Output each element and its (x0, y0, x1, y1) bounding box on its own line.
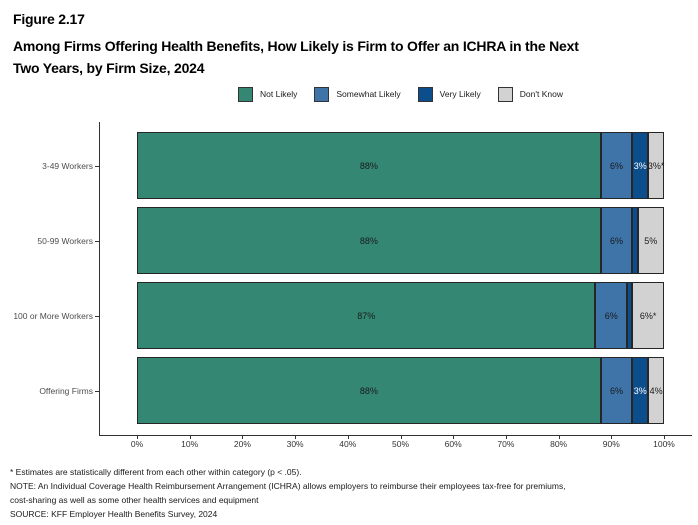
legend-item: Somewhat Likely (314, 86, 401, 102)
x-axis-tick (137, 435, 138, 439)
y-axis-tick (95, 390, 99, 392)
x-tick-label: 100% (653, 439, 675, 449)
bar-segment-don-t-know: 4% (648, 357, 664, 424)
bar-row: 88% 6% 3% 3%* (137, 132, 664, 199)
bar-segment-label: 6% (610, 235, 624, 246)
legend-label: Not Likely (260, 89, 298, 99)
bar-segment-very-likely (632, 207, 638, 274)
bar-segment-label: 4% (649, 385, 663, 396)
x-axis-tick (453, 435, 455, 439)
bar-row: 88% 6% 3% 4% (137, 357, 664, 424)
x-tick-label: 20% (233, 439, 251, 449)
legend-label: Don't Know (519, 89, 563, 99)
legend-swatch-don-t-know (497, 86, 513, 102)
x-tick-label: 60% (444, 439, 462, 449)
x-axis-tick (189, 435, 191, 439)
x-tick-label: 70% (497, 439, 515, 449)
bar-segment-label: 5% (644, 235, 658, 246)
x-tick-label: 90% (602, 439, 620, 449)
bar-segment-don-t-know: 3%* (648, 132, 664, 199)
chart-legend: Not Likely Somewhat Likely Very Likely Don'… (137, 84, 664, 104)
x-tick-label: 50% (391, 439, 410, 449)
x-axis-tick (505, 435, 507, 439)
figure-label: Figure 2.17 (13, 11, 85, 27)
figure-title-line2: Two Years, by Firm Size, 2024 (13, 60, 205, 76)
x-axis-tick (347, 435, 349, 439)
y-axis-tick (95, 165, 99, 167)
bar-row: 87% 6% 6%* (137, 282, 664, 349)
bar-segment-don-t-know: 5% (637, 207, 664, 274)
bar-segment-don-t-know: 6%* (632, 282, 664, 349)
bar-segment-label: 6% (610, 385, 624, 396)
x-tick-label: 80% (550, 439, 568, 449)
bar-segment-somewhat-likely: 6% (600, 207, 633, 274)
footnote-line: NOTE: An Individual Coverage Health Reim… (10, 481, 566, 491)
y-axis-tick (95, 315, 99, 317)
bar-segment-very-likely (627, 282, 633, 349)
x-axis-tick (295, 435, 297, 439)
legend-label: Somewhat Likely (336, 89, 401, 99)
footnote-line: SOURCE: KFF Employer Health Benefits Sur… (10, 509, 218, 519)
x-tick-label: 0% (130, 439, 144, 449)
y-axis-tick (95, 240, 99, 242)
x-axis-line (99, 435, 692, 436)
legend-item: Not Likely (238, 86, 298, 102)
bar-segment-not-likely: 88% (137, 132, 601, 199)
bar-segment-label: 6% (610, 160, 624, 171)
legend-swatch-not-likely (238, 86, 254, 102)
footnote-line: cost-sharing as well as some other healt… (10, 495, 259, 505)
bar-segment-label: 88% (359, 385, 378, 396)
y-axis-line (99, 122, 100, 435)
x-axis-tick (611, 435, 613, 439)
footnote-line: * Estimates are statistically different … (10, 467, 302, 477)
bar-segment-not-likely: 88% (137, 207, 601, 274)
category-label: 100 or More Workers (13, 310, 93, 321)
bar-segment-label: 6%* (639, 310, 657, 321)
bar-segment-label: 88% (359, 235, 378, 246)
footnotes: * Estimates are statistically different … (10, 465, 566, 521)
x-tick-label: 10% (181, 439, 199, 449)
bar-segment-very-likely: 3% (632, 357, 649, 424)
x-axis-tick (400, 435, 402, 439)
figure-title-line1: Among Firms Offering Health Benefits, Ho… (13, 38, 579, 54)
bar-row: 88% 6% 5% (137, 207, 664, 274)
x-tick-label: 30% (286, 439, 304, 449)
figure-title: Among Firms Offering Health Benefits, Ho… (13, 35, 579, 79)
legend-item: Don't Know (497, 86, 563, 102)
category-label: Offering Firms (39, 385, 93, 396)
bar-segment-label: 88% (359, 160, 378, 171)
bar-segment-label: 3%* (647, 160, 665, 171)
bar-segment-label: 87% (357, 310, 376, 321)
bar-segment-very-likely: 3% (632, 132, 649, 199)
legend-swatch-very-likely (417, 86, 433, 102)
x-tick-label: 40% (339, 439, 357, 449)
category-label: 3-49 Workers (42, 160, 93, 171)
bar-segment-somewhat-likely: 6% (600, 357, 633, 424)
bar-segment-label: 3% (633, 385, 647, 396)
bar-segment-label: 3% (633, 160, 647, 171)
x-axis-tick (558, 435, 560, 439)
bar-segment-label: 6% (604, 310, 618, 321)
category-label: 50-99 Workers (37, 235, 93, 246)
x-axis-tick (242, 435, 244, 439)
bar-segment-somewhat-likely: 6% (600, 132, 633, 199)
bar-segment-not-likely: 88% (137, 357, 601, 424)
legend-swatch-somewhat-likely (314, 86, 330, 102)
bar-segment-not-likely: 87% (137, 282, 596, 349)
bar-segment-somewhat-likely: 6% (595, 282, 628, 349)
x-axis-tick (664, 435, 665, 439)
legend-label: Very Likely (439, 89, 481, 99)
legend-item: Very Likely (417, 86, 481, 102)
